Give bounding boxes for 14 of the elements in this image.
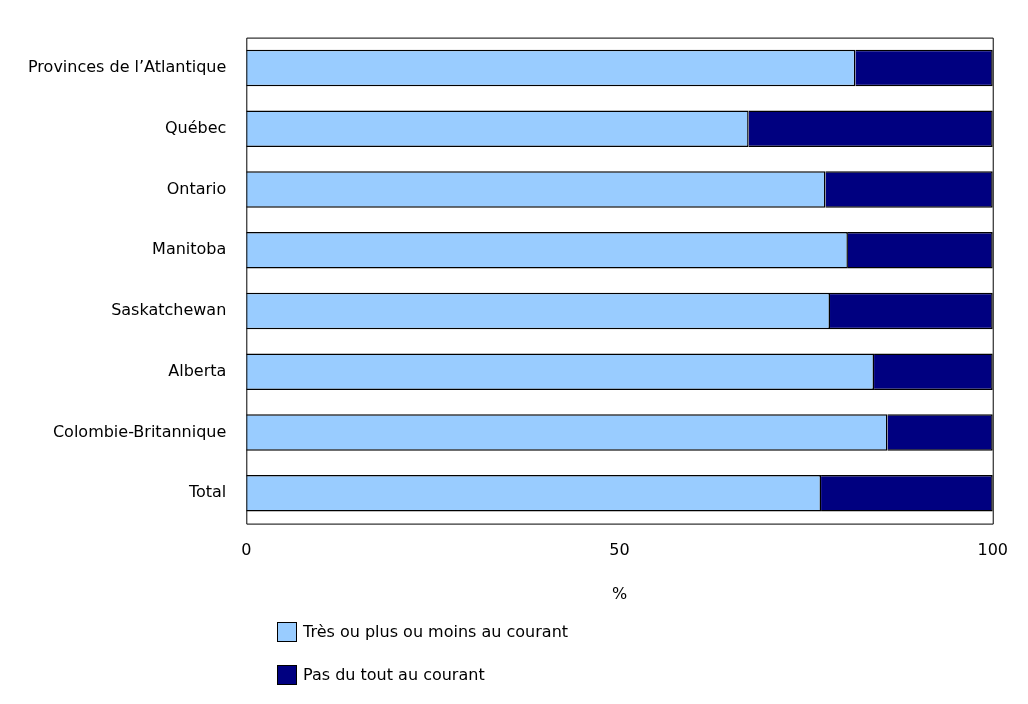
y-tick-label: Ontario <box>166 178 227 198</box>
legend-label: Pas du tout au courant <box>303 665 485 684</box>
y-tick-label: Québec <box>164 117 227 137</box>
y-tick-label: Alberta <box>168 360 227 380</box>
y-tick-label: Colombie-Britannique <box>52 421 227 441</box>
y-tick-label: Total <box>187 482 227 502</box>
y-tick-label: Saskatchewan <box>111 300 227 320</box>
y-tick-label: Provinces de l’Atlantique <box>27 57 227 77</box>
x-tick-label: 0 <box>241 540 252 560</box>
x-axis-title: % <box>611 583 628 603</box>
x-tick-label: 100 <box>977 540 1008 560</box>
legend-label: Très ou plus ou moins au courant <box>303 622 569 641</box>
x-tick-label: 50 <box>609 540 630 560</box>
y-tick-label: Manitoba <box>152 239 227 259</box>
